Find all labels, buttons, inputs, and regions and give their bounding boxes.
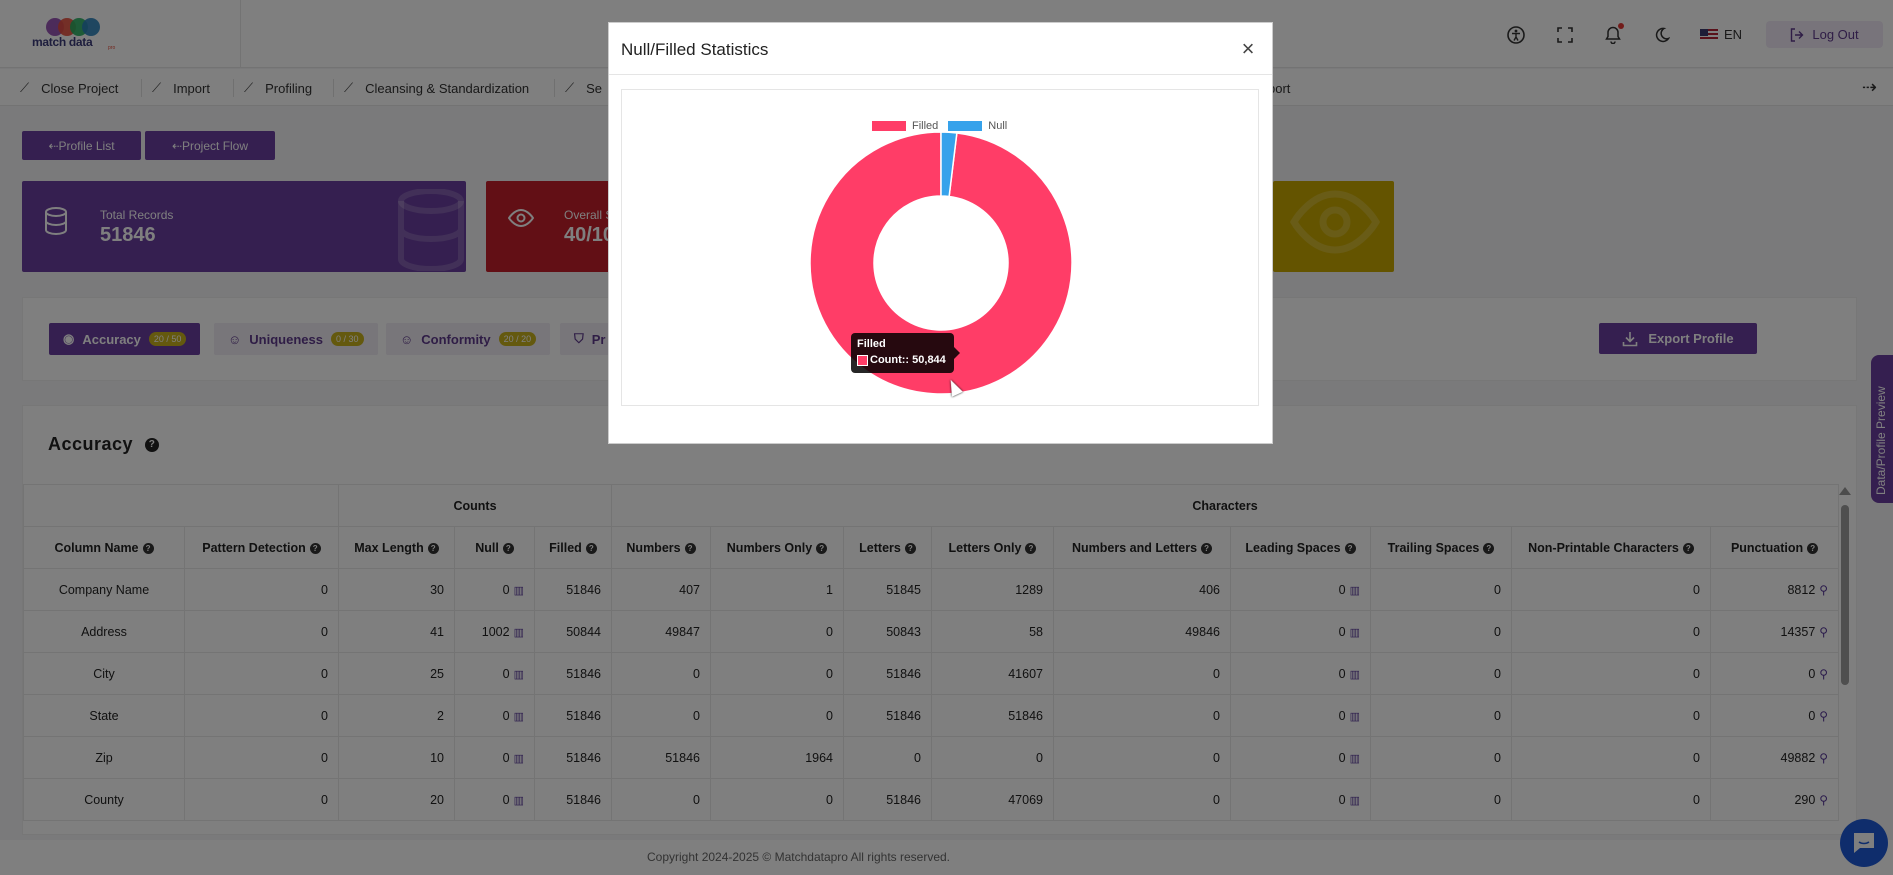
tooltip-row: Count:: 50,844	[857, 354, 946, 366]
legend-label: Filled	[912, 120, 939, 132]
modal-title: Null/Filled Statistics	[621, 40, 769, 59]
null-filled-modal: Null/Filled Statistics × Filled Null Fil…	[608, 22, 1273, 444]
tooltip-title: Filled	[857, 338, 886, 350]
legend-swatch	[948, 121, 983, 131]
legend-label: Null	[988, 120, 1008, 132]
legend-item-filled[interactable]: Filled	[872, 120, 938, 132]
legend-item-null[interactable]: Null	[948, 120, 1007, 132]
legend-swatch	[872, 121, 906, 131]
modal-header: Null/Filled Statistics ×	[609, 23, 1272, 75]
chart-legend: Filled Null	[872, 120, 1007, 132]
donut-slice-null[interactable]	[940, 131, 958, 198]
tooltip-text: Count:: 50,844	[870, 354, 946, 366]
tooltip-swatch	[857, 354, 868, 366]
chart-container: Filled Null Filled Count:: 50,844	[621, 89, 1259, 406]
donut-slice-filled[interactable]	[809, 131, 1073, 395]
close-icon[interactable]: ×	[1241, 36, 1255, 61]
chart-tooltip: Filled Count:: 50,844	[851, 333, 960, 373]
doughnut-chart[interactable]	[622, 90, 1260, 407]
